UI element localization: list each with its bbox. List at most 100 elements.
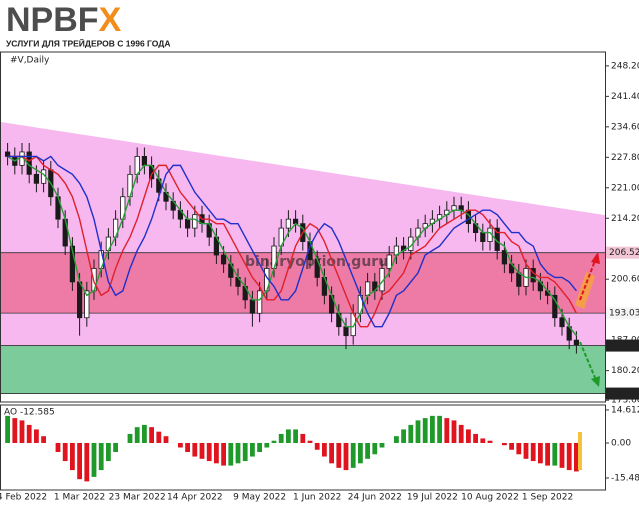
ao-bar — [480, 438, 486, 443]
ao-bar — [458, 424, 464, 443]
ao-bar — [98, 442, 104, 471]
ao-bar — [516, 442, 522, 455]
up-arrow — [579, 257, 597, 301]
x-tick-label: 14 Apr 2022 — [167, 493, 223, 503]
ao-bar — [286, 429, 291, 443]
ao-bar — [257, 442, 262, 453]
candle-body — [84, 290, 90, 319]
moving-average — [7, 155, 577, 337]
ao-bar — [142, 424, 147, 443]
ao-bar — [91, 442, 97, 477]
ao-bar — [106, 442, 111, 462]
candle-body — [552, 294, 558, 319]
level-label: 185.79 — [609, 341, 639, 351]
level-label: 193.03 — [609, 309, 639, 319]
ao-bar — [250, 442, 255, 457]
ao-bar — [329, 442, 334, 464]
candle-body — [285, 218, 292, 229]
x-tick-label: 10 Aug 2022 — [461, 493, 519, 503]
moving-average — [7, 155, 577, 328]
ao-bar — [228, 442, 234, 466]
ao-bar — [343, 442, 349, 471]
ao-bar — [538, 442, 543, 464]
candle-body — [256, 290, 263, 314]
down-arrow — [579, 341, 597, 381]
ao-bar — [113, 442, 118, 453]
ao-bar — [221, 442, 226, 466]
candle-body — [516, 272, 522, 287]
ao-bar — [473, 433, 478, 443]
ao-bar — [401, 429, 406, 443]
ao-bar — [278, 433, 284, 443]
panel-frame — [0, 404, 606, 491]
moving-average — [7, 155, 578, 328]
ao-bar — [444, 418, 450, 443]
ao-bar — [437, 415, 442, 443]
x-tick-label: 1 Sep 2022 — [522, 493, 573, 503]
panel-frame — [0, 51, 606, 403]
candle-body — [501, 250, 508, 265]
ao-bar — [264, 442, 270, 448]
ao-bar — [350, 442, 356, 468]
ao-bar — [41, 436, 46, 443]
x-tick-label: 23 Mar 2022 — [109, 493, 166, 503]
y-tick-label: 200.60 — [611, 275, 639, 285]
candle-body — [343, 326, 349, 337]
ao-bar — [62, 442, 68, 462]
x-tick-label: 24 Jun 2022 — [348, 493, 402, 503]
ao-bar — [336, 442, 342, 468]
y-tick-label: -15.482 — [611, 473, 639, 483]
ao-bar — [466, 429, 471, 443]
ao-bar — [552, 442, 558, 466]
ao-bar — [574, 442, 579, 472]
ao-bar — [559, 442, 565, 468]
candle-body — [33, 173, 40, 184]
tagline: УСЛУГИ ДЛЯ ТРЕЙДЕРОВ С 1996 ГОДА — [6, 37, 170, 48]
logo: NPBFX — [6, 1, 122, 39]
ao-bar — [372, 442, 378, 455]
candle-body — [573, 339, 580, 346]
ao-bar — [26, 424, 32, 443]
x-tick-label: 9 May 2022 — [233, 493, 286, 503]
ao-bar — [545, 442, 550, 466]
candle-body — [480, 232, 486, 242]
ao-bar — [149, 427, 154, 443]
ao-bar — [206, 442, 212, 462]
ao-bar — [509, 442, 514, 450]
level-label-bg — [606, 307, 639, 320]
y-tick-label: 248.20 — [611, 61, 639, 71]
ao-bar — [55, 442, 61, 453]
ao-bar — [487, 440, 493, 443]
candle-body — [559, 317, 565, 328]
up-arrow-head — [591, 252, 600, 264]
x-tick-label: 4 Feb 2022 — [0, 493, 47, 503]
logo-main: NPBF — [6, 1, 99, 39]
ao-bar — [523, 442, 529, 459]
y-tick-label: 227.80 — [611, 153, 639, 163]
ao-bar — [134, 427, 140, 443]
x-tick-label: 1 Mar 2022 — [54, 493, 105, 503]
candle-body — [364, 281, 371, 296]
ao-panel: 14.612 0.00 -15.482 AO -12.585 — [0, 404, 639, 491]
ao-bar — [394, 436, 399, 443]
ao-bar — [415, 420, 421, 443]
ao-bar — [185, 442, 190, 453]
ao-bar — [84, 442, 90, 482]
level-label: 206.52 — [609, 248, 639, 258]
y-tick-label: 234.60 — [611, 122, 639, 132]
ao-bar — [178, 442, 183, 448]
ao-bar — [451, 420, 457, 443]
level-label-bg — [606, 387, 639, 400]
candle-body — [530, 268, 536, 283]
ao-bar — [300, 433, 306, 443]
ao-bar — [566, 442, 572, 471]
ao-bar — [12, 418, 18, 443]
ao-bar — [307, 440, 313, 443]
y-tick-label: 221.00 — [611, 183, 639, 193]
ao-bar — [408, 424, 414, 443]
y-tick-label: 0.00 — [611, 438, 631, 448]
candle-body — [220, 254, 227, 265]
ao-bar — [199, 442, 205, 459]
zone-band — [0, 345, 605, 394]
ao-bar — [322, 442, 327, 457]
